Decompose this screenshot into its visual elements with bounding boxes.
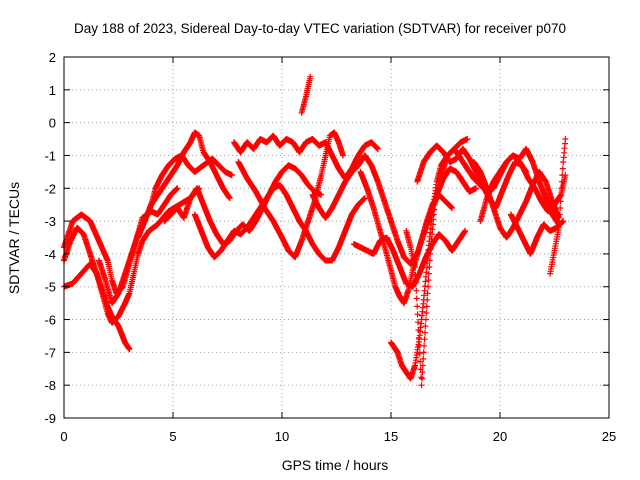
series-track-e — [135, 129, 233, 241]
series-marks — [357, 168, 455, 307]
chart-title: Day 188 of 2023, Sidereal Day-to-day VTE… — [74, 21, 566, 36]
y-tick-label: 1 — [49, 83, 56, 98]
x-tick-label: 10 — [275, 429, 289, 444]
series-marks — [477, 145, 562, 228]
y-tick-label: -5 — [44, 280, 56, 295]
series-track-s — [507, 211, 567, 257]
series-marks — [135, 129, 233, 241]
y-tick-label: -6 — [44, 313, 56, 328]
y-tick-label: -7 — [44, 345, 56, 360]
series-marks — [547, 136, 569, 277]
y-tick-label: -4 — [44, 247, 56, 262]
series-marks — [235, 129, 346, 261]
series-marks — [507, 211, 567, 257]
x-axis-label: GPS time / hours — [282, 457, 389, 473]
series-track-q — [470, 159, 562, 241]
x-tick-label: 20 — [493, 429, 507, 444]
series-track-t — [547, 136, 569, 277]
series-marks — [191, 182, 368, 264]
x-tick-label: 25 — [602, 429, 616, 444]
y-tick-label: 2 — [49, 50, 56, 65]
y-axis-label: SDTVAR / TECUs — [6, 182, 22, 294]
series-track-i — [235, 129, 346, 261]
series-track-m — [357, 168, 455, 307]
y-tick-label: -1 — [44, 148, 56, 163]
data-points — [61, 73, 569, 389]
x-tick-label: 0 — [60, 429, 67, 444]
y-tick-label: 0 — [49, 116, 56, 131]
series-track-j — [298, 73, 314, 116]
series-track-r — [477, 145, 562, 228]
y-tick-label: -9 — [44, 411, 56, 426]
x-tick-label: 5 — [169, 429, 176, 444]
y-tick-label: -8 — [44, 378, 56, 393]
plot-border — [63, 56, 610, 419]
y-tick-label: -3 — [44, 214, 56, 229]
series-marks — [298, 73, 314, 116]
x-tick-label: 15 — [384, 429, 398, 444]
series-track-g — [191, 182, 368, 264]
series-marks — [470, 159, 562, 241]
y-tick-label: -2 — [44, 181, 56, 196]
